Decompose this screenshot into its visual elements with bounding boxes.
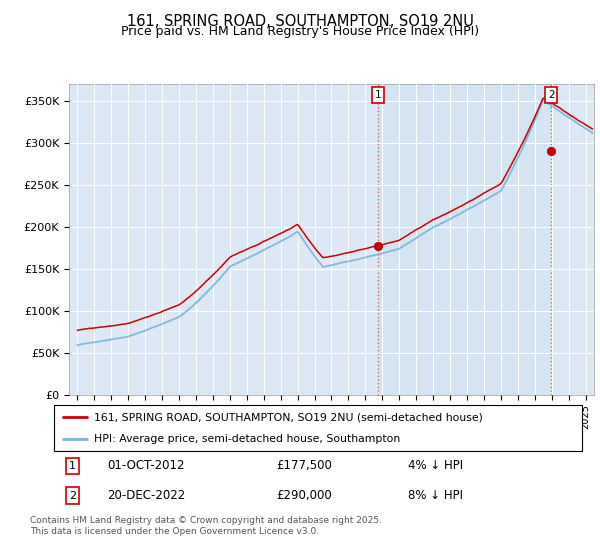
Text: 2: 2 bbox=[548, 90, 554, 100]
Text: 8% ↓ HPI: 8% ↓ HPI bbox=[408, 489, 463, 502]
Text: £290,000: £290,000 bbox=[276, 489, 332, 502]
Text: 1: 1 bbox=[69, 461, 76, 471]
Text: 161, SPRING ROAD, SOUTHAMPTON, SO19 2NU (semi-detached house): 161, SPRING ROAD, SOUTHAMPTON, SO19 2NU … bbox=[94, 412, 482, 422]
FancyBboxPatch shape bbox=[54, 405, 582, 451]
Text: Price paid vs. HM Land Registry's House Price Index (HPI): Price paid vs. HM Land Registry's House … bbox=[121, 25, 479, 38]
Text: 161, SPRING ROAD, SOUTHAMPTON, SO19 2NU: 161, SPRING ROAD, SOUTHAMPTON, SO19 2NU bbox=[127, 14, 473, 29]
Text: 1: 1 bbox=[375, 90, 382, 100]
Text: Contains HM Land Registry data © Crown copyright and database right 2025.
This d: Contains HM Land Registry data © Crown c… bbox=[30, 516, 382, 536]
Text: 4% ↓ HPI: 4% ↓ HPI bbox=[408, 459, 463, 473]
Text: £177,500: £177,500 bbox=[276, 459, 332, 473]
Text: 20-DEC-2022: 20-DEC-2022 bbox=[107, 489, 185, 502]
Bar bbox=[378, 84, 551, 395]
Text: 2: 2 bbox=[69, 491, 76, 501]
Text: HPI: Average price, semi-detached house, Southampton: HPI: Average price, semi-detached house,… bbox=[94, 435, 400, 444]
Text: 01-OCT-2012: 01-OCT-2012 bbox=[107, 459, 184, 473]
